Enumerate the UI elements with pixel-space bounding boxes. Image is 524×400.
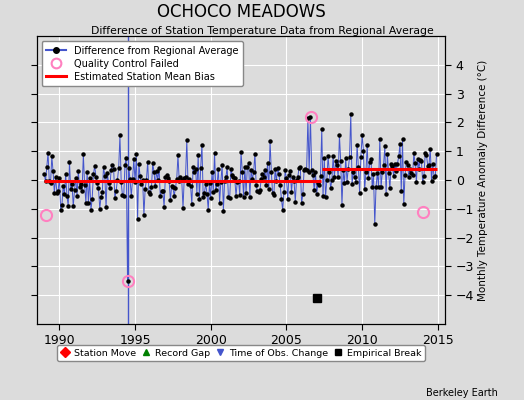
Y-axis label: Monthly Temperature Anomaly Difference (°C): Monthly Temperature Anomaly Difference (… bbox=[478, 59, 488, 301]
Title: OCHOCO MEADOWS: OCHOCO MEADOWS bbox=[157, 2, 325, 20]
Legend: Station Move, Record Gap, Time of Obs. Change, Empirical Break: Station Move, Record Gap, Time of Obs. C… bbox=[57, 345, 425, 361]
Text: Difference of Station Temperature Data from Regional Average: Difference of Station Temperature Data f… bbox=[91, 26, 433, 36]
Legend: Difference from Regional Average, Quality Control Failed, Estimated Station Mean: Difference from Regional Average, Qualit… bbox=[41, 41, 243, 86]
Text: Berkeley Earth: Berkeley Earth bbox=[426, 388, 498, 398]
